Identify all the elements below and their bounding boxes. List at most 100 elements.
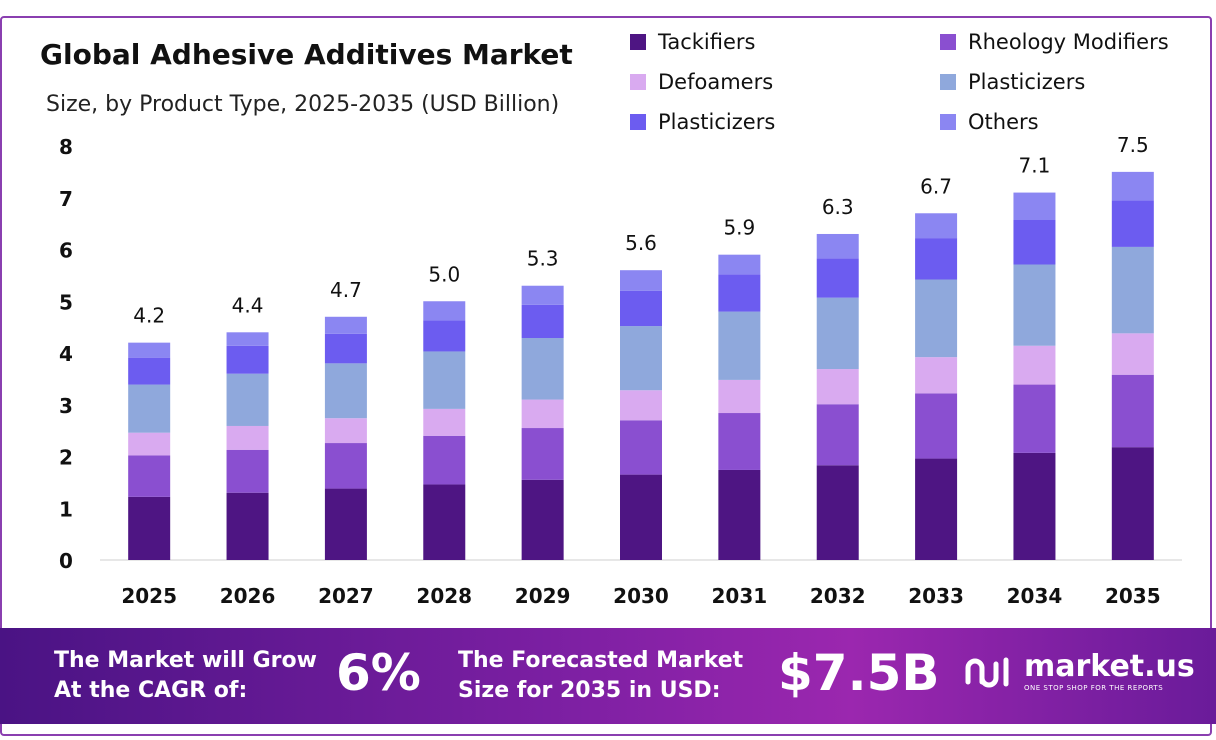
bar-segment [816,369,859,405]
bar-segment [1111,374,1154,448]
bar-segment [816,297,859,370]
bar-segment [128,342,171,358]
cagr-label-line2: At the CAGR of: [54,678,248,703]
total-data-label: 6.3 [822,195,854,219]
bar-segment [128,357,171,385]
total-data-label: 5.3 [527,247,559,271]
total-data-label: 4.7 [330,278,362,302]
x-tick-label: 2032 [810,584,866,608]
bar-segment [1013,452,1056,560]
bar-segment [226,449,269,493]
footer-banner: The Market will Grow At the CAGR of: 6% … [0,628,1216,724]
y-tick-label: 3 [59,394,73,418]
bar-segment [620,290,662,327]
bar-segment [423,408,466,436]
bar-segment [1013,345,1056,385]
bar-segment [620,390,662,421]
total-data-label: 4.2 [133,304,165,328]
bar-segment [718,379,761,414]
bar-segment [521,337,564,400]
bar-segment [1111,171,1154,201]
x-tick-label: 2026 [220,584,276,608]
bar-segment [1111,246,1154,334]
bar-segment [226,332,269,346]
bar-segment [226,345,269,374]
bar-segment [1111,200,1154,247]
market-us-logo-icon [965,657,1009,688]
x-tick-label: 2028 [416,584,472,608]
bar-segment [521,428,564,480]
forecast-label-line1: The Forecasted Market [458,648,744,673]
bar-segment [521,479,564,560]
bar-segment [423,351,466,409]
bar-segment [521,399,564,429]
bar-segment [915,213,958,239]
y-tick-label: 8 [59,135,73,159]
bar-segment [324,443,367,489]
total-data-label: 4.4 [232,293,264,317]
y-tick-label: 5 [59,290,73,314]
chart-subtitle: Size, by Product Type, 2025-2035 (USD Bi… [46,92,560,117]
total-data-label: 7.1 [1019,154,1051,178]
x-tick-label: 2027 [318,584,374,608]
x-tick-label: 2031 [712,584,768,608]
chart-frame [0,16,1212,736]
bar-segment [816,233,859,259]
bar-segment [718,274,761,312]
bar-segment [718,311,761,380]
bar-segment [718,413,761,470]
bar-segment [620,326,662,391]
bar-segment [816,404,859,466]
bar-segment [226,425,269,450]
bar-segment [1111,447,1154,560]
total-data-label: 7.5 [1117,133,1149,157]
stacked-bar-chart: 0 1 2 3 4 5 6 7 8 4.2 2025 4.4 2026 4.7 2027 5.0 2028 5.3… [59,133,1182,608]
bar-segment [324,488,367,560]
bar-segment [816,258,859,298]
bar-segment [128,496,171,560]
bar-segment [324,418,367,444]
brand-logo: market.us ONE STOP SHOP FOR THE REPORTS [962,652,1195,692]
bar-segment [128,432,171,456]
total-data-label: 5.6 [625,231,657,255]
total-data-label: 6.7 [920,174,952,198]
bar-segment [1013,384,1056,453]
forecast-value: $7.5B [778,644,940,702]
total-data-label: 5.0 [428,262,460,286]
y-tick-label: 1 [59,497,73,521]
bar-segment [1013,220,1056,265]
bar-segment [915,357,958,394]
y-tick-label: 7 [59,187,73,211]
y-tick-label: 4 [59,342,73,366]
y-tick-label: 0 [59,549,73,573]
brand-tagline: ONE STOP SHOP FOR THE REPORTS [1024,684,1164,692]
x-tick-label: 2034 [1007,584,1063,608]
total-data-label: 5.9 [723,216,755,240]
bar-segment [620,420,662,475]
bar-segment [128,455,171,497]
bar-segment [718,254,761,275]
bar-segment [521,285,564,305]
chart-title: Global Adhesive Additives Market [40,38,573,71]
x-tick-label: 2030 [613,584,669,608]
x-tick-label: 2033 [908,584,964,608]
x-tick-label: 2029 [515,584,571,608]
x-tick-label: 2035 [1105,584,1161,608]
bar-segment [915,279,958,358]
bar-segment [324,363,367,419]
bar-segment [915,238,958,280]
bar-segment [226,373,269,426]
bar-segment [128,384,171,433]
bar-segment [620,474,662,560]
bar-segment [718,469,761,560]
bar-segment [915,393,958,459]
bar-segment [1013,192,1056,221]
cagr-value: 6% [336,644,421,702]
bar-segment [816,465,859,560]
bar-segment [915,458,958,560]
bar-segment [1111,333,1154,375]
brand-name: market.us [1024,649,1195,684]
y-tick-label: 6 [59,239,73,263]
y-tick-label: 2 [59,446,73,470]
bar-segment [521,304,564,338]
